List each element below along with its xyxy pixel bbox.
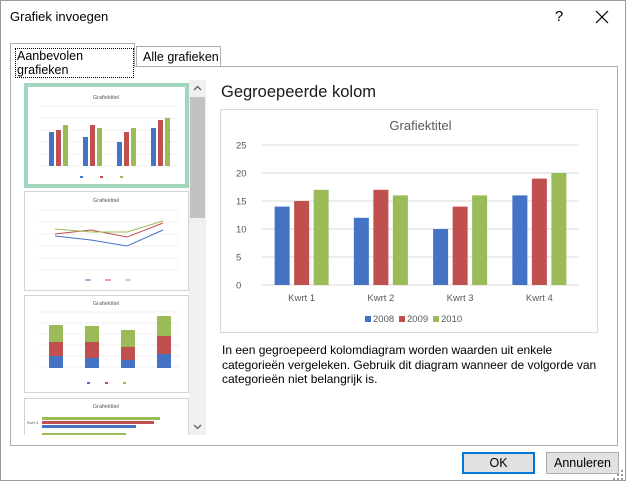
legend-swatch-2008	[365, 316, 371, 322]
scrollbar-thumb[interactable]	[190, 97, 205, 218]
y-tick-label: 5	[236, 253, 241, 264]
x-tick-label: Kwrt 3	[447, 293, 474, 304]
bar-2009-kwrt-1	[294, 201, 310, 285]
x-tick-label: Kwrt 2	[367, 293, 394, 304]
y-tick-label: 10	[236, 225, 247, 236]
x-tick-label: Kwrt 4	[526, 293, 553, 304]
bar-2008-kwrt-2	[353, 217, 369, 285]
thumbnail-stacked-column[interactable]: Grafiektitel	[24, 295, 189, 393]
bar-2010-kwrt-4	[551, 173, 567, 285]
thumb-lines	[54, 220, 164, 247]
thumb-title: Grafiektitel	[93, 404, 119, 410]
thumb-hbars	[42, 417, 160, 435]
help-button[interactable]: ?	[554, 8, 564, 25]
close-icon	[595, 10, 609, 24]
thumbnail-clustered-bar[interactable]: Grafiektitel Kwrt 4	[24, 398, 189, 435]
bar-2009-kwrt-3	[452, 206, 468, 285]
chart-description: In een gegroepeerd kolomdiagram worden w…	[222, 343, 597, 386]
clustered-column-chart: Grafiektitel 0 5 10 15 20 25 Kwrt 1 Kwrt 2 Kwrt 3…	[236, 118, 579, 325]
bar-2010-kwrt-2	[392, 195, 408, 285]
scroll-up-button[interactable]	[189, 80, 206, 97]
thumb-clustered-column-chart: Grafiektitel	[42, 95, 178, 178]
y-tick-label: 15	[236, 197, 247, 208]
thumb-gridlines	[39, 209, 180, 271]
thumb-bars	[49, 118, 170, 166]
chevron-down-icon	[193, 424, 202, 430]
thumb-legend	[80, 176, 123, 178]
chart-title: Grafiektitel	[389, 118, 451, 133]
thumb-line-chart: Grafiektitel	[39, 198, 180, 281]
ok-button[interactable]: OK	[462, 452, 535, 474]
close-button[interactable]	[588, 5, 616, 29]
thumb-clustered-bar-chart: Grafiektitel Kwrt 4	[27, 404, 160, 435]
chart-preview: Grafiektitel 0 5 10 15 20 25 Kwrt 1 Kwrt 2 Kwrt 3…	[220, 109, 598, 333]
y-tick-label: 20	[236, 169, 247, 180]
bar-2009-kwrt-2	[373, 189, 389, 285]
legend-swatch-2010	[433, 316, 439, 322]
thumb-stacks	[49, 316, 171, 368]
bar-2010-kwrt-3	[472, 195, 488, 285]
thumb-title: Grafiektitel	[93, 95, 119, 101]
preview-heading: Gegroepeerde kolom	[221, 83, 377, 101]
thumb-category-label: Kwrt 4	[27, 420, 39, 425]
bar-2010-kwrt-1	[313, 189, 329, 285]
scroll-down-button[interactable]	[189, 418, 206, 435]
legend-swatch-2009	[399, 316, 405, 322]
chevron-up-icon	[193, 85, 202, 91]
bar-2008-kwrt-1	[274, 206, 290, 285]
x-tick-label: Kwrt 1	[288, 293, 315, 304]
dialog-title: Grafiek invoegen	[10, 9, 109, 24]
thumbnail-scrollbar[interactable]	[189, 80, 206, 435]
bar-2009-kwrt-4	[531, 178, 547, 285]
legend-label-2010: 2010	[441, 314, 462, 325]
tab-all-charts[interactable]: Alle grafieken	[136, 46, 221, 67]
tab-recommended-label: Aanbevolen grafieken	[15, 48, 134, 78]
bar-2008-kwrt-4	[512, 195, 528, 285]
bar-2008-kwrt-3	[433, 229, 449, 285]
thumbnail-list: Grafiektitel Grafiekt	[14, 80, 205, 435]
thumb-stacked-column-chart: Grafiektitel	[39, 301, 180, 384]
legend-label-2008: 2008	[373, 314, 394, 325]
thumb-title: Grafiektitel	[93, 198, 119, 204]
tab-all-charts-label: Alle grafieken	[143, 50, 219, 64]
tab-recommended-charts[interactable]: Aanbevolen grafieken	[10, 43, 135, 78]
thumbnail-line[interactable]: Grafiektitel	[24, 191, 189, 291]
thumb-legend	[87, 382, 126, 384]
thumbnail-clustered-column[interactable]: Grafiektitel	[24, 83, 189, 188]
cancel-button[interactable]: Annuleren	[546, 452, 619, 474]
y-tick-label: 0	[236, 281, 241, 292]
y-tick-label: 25	[236, 141, 247, 152]
resize-grip-icon[interactable]	[612, 469, 624, 481]
title-bar: Grafiek invoegen ?	[1, 1, 625, 35]
legend-label-2009: 2009	[407, 314, 428, 325]
thumb-gridlines	[42, 105, 178, 167]
thumb-title: Grafiektitel	[93, 301, 119, 307]
